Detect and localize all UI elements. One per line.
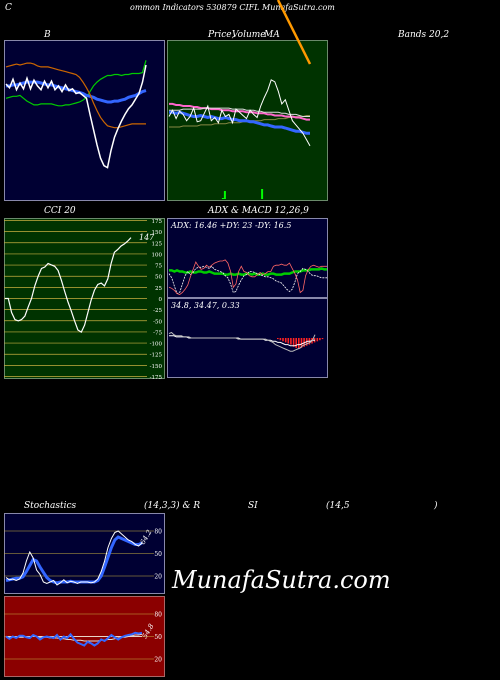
bands-label: Bands 20,2 (398, 30, 450, 40)
adx-macd-label: ADX & MACD 12,26,9 (208, 206, 309, 216)
bollinger-price-line (5, 64, 147, 169)
volume-bar (261, 189, 264, 199)
stoch-k-line (5, 530, 143, 586)
bollinger-label: B (44, 30, 51, 40)
ma-blue-line (169, 110, 310, 135)
rsi-line (5, 631, 143, 647)
cci-tick-label: -100 (150, 342, 163, 348)
cci-tick-label: 25 (155, 286, 162, 292)
volume-label: Volume (232, 30, 266, 40)
macd-hist-bar (282, 338, 284, 342)
macd-chart: 34.8, 34.47, 0.33 (167, 298, 328, 378)
header-c: C (5, 3, 12, 13)
plus-dy-line (168, 265, 327, 295)
cci-tick-label: 75 (155, 264, 162, 270)
bollinger-chart (4, 40, 165, 201)
stochastics-tick-label: 20 (154, 574, 162, 581)
cci-label: CCI 20 (44, 206, 76, 216)
macd-hist-bar (292, 338, 295, 347)
brand-watermark: MunafaSutra.com (172, 566, 391, 594)
middle-band-line (6, 80, 147, 104)
volume-bars (221, 189, 264, 199)
cci-tick-label: -150 (150, 364, 163, 370)
chart-title: ommon Indicators 530879 CIFL MunafaSutra… (130, 3, 335, 12)
cci-tick-label: 150 (152, 230, 163, 236)
cci-tick-label: -125 (150, 353, 163, 359)
stochastics-params-label: (14,3,3) & R (144, 501, 201, 511)
adx-chart: ADX: 16.46 +DY: 23 -DY: 16.5 (167, 218, 328, 298)
rsi-label: SI (248, 501, 258, 511)
ma-white-line (169, 107, 310, 117)
macd-hist-bar (319, 338, 321, 341)
rsi-tick-label: 80 (154, 612, 162, 619)
lower-band-line (5, 62, 146, 129)
macd-hist-bar (284, 338, 287, 343)
macd-hist-bar (290, 338, 292, 345)
cci-tick-label: 100 (152, 252, 163, 258)
rsi-tick-label: 50 (154, 634, 162, 641)
cci-tick-label: -175 (150, 375, 163, 379)
stochastics-tick-label: 80 (154, 529, 162, 536)
cci-tick-label: 0 (159, 297, 163, 303)
cci-tick-label: -50 (153, 319, 162, 325)
macd-hist-bar (316, 338, 319, 342)
cci-tick-label: 50 (155, 275, 162, 281)
cci-line (5, 237, 132, 333)
cci-tick-label: -75 (153, 330, 162, 336)
stochastics-tick-label: 50 (154, 551, 162, 558)
rsi-close-label: ) (434, 501, 438, 511)
stochastics-grid: 80 50 20 (4, 529, 162, 581)
macd-hist-bar (321, 338, 324, 340)
macd-values-text: 34.8, 34.47, 0.33 (171, 301, 240, 310)
cci-tick-label: -25 (153, 308, 162, 314)
orange-pointer (276, 0, 312, 65)
stochastics-label: Stochastics (24, 501, 77, 511)
upper-band-line (5, 60, 147, 107)
ma-label: MA (264, 30, 280, 40)
ma-pink-line (169, 102, 310, 121)
macd-hist-bar (298, 338, 300, 349)
price-ma-chart (167, 40, 328, 201)
price-line (168, 79, 311, 147)
minus-dy-line (168, 259, 327, 296)
cci-chart: 175 150 125 100 75 50 25 0 -25 -50 -75 -100 -125 -150… (4, 218, 165, 379)
cci-tick-label: 175 (152, 219, 163, 225)
price-label: Price, (208, 30, 235, 40)
macd-hist-bar (300, 338, 303, 348)
cci-tick-label: 125 (152, 241, 163, 247)
volume-bar (221, 198, 224, 199)
ma-olive-line (169, 115, 310, 128)
rsi-params-label: (14,5 (326, 501, 350, 511)
macd-hist-bar (287, 338, 290, 344)
macd-signal-line (168, 331, 316, 352)
macd-hist-bar (277, 338, 279, 340)
volume-bar (223, 191, 226, 199)
macd-hist-bar (295, 338, 297, 348)
macd-hist-bar (279, 338, 282, 341)
rsi-tick-label: 20 (154, 657, 162, 664)
adx-values-text: ADX: 16.46 +DY: 23 -DY: 16.5 (170, 221, 291, 230)
cci-value-label: 147 (139, 233, 155, 242)
